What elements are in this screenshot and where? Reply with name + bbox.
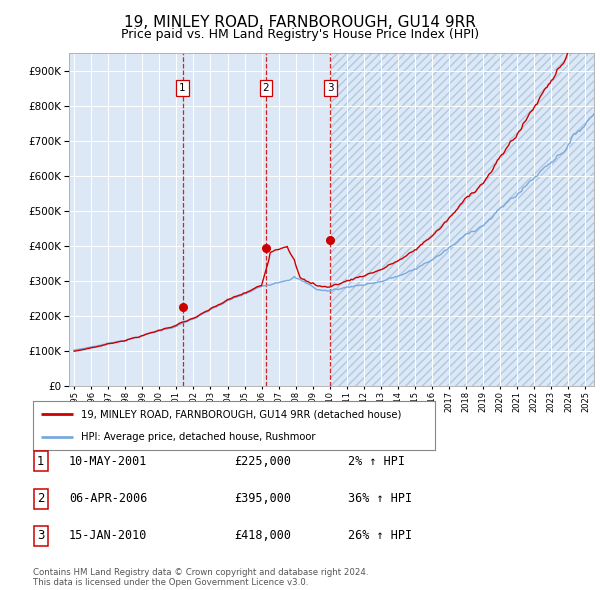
Text: 3: 3 xyxy=(37,529,44,542)
Text: Contains HM Land Registry data © Crown copyright and database right 2024.
This d: Contains HM Land Registry data © Crown c… xyxy=(33,568,368,587)
Text: 06-APR-2006: 06-APR-2006 xyxy=(69,492,148,505)
Text: 36% ↑ HPI: 36% ↑ HPI xyxy=(348,492,412,505)
Text: 1: 1 xyxy=(37,455,44,468)
Text: 19, MINLEY ROAD, FARNBOROUGH, GU14 9RR: 19, MINLEY ROAD, FARNBOROUGH, GU14 9RR xyxy=(124,15,476,30)
Text: 2: 2 xyxy=(263,83,269,93)
Text: HPI: Average price, detached house, Rushmoor: HPI: Average price, detached house, Rush… xyxy=(81,431,316,441)
Text: 3: 3 xyxy=(327,83,334,93)
Text: £418,000: £418,000 xyxy=(234,529,291,542)
Text: 15-JAN-2010: 15-JAN-2010 xyxy=(69,529,148,542)
Text: 26% ↑ HPI: 26% ↑ HPI xyxy=(348,529,412,542)
Text: 2: 2 xyxy=(37,492,44,505)
Text: £395,000: £395,000 xyxy=(234,492,291,505)
Text: 1: 1 xyxy=(179,83,186,93)
Text: Price paid vs. HM Land Registry's House Price Index (HPI): Price paid vs. HM Land Registry's House … xyxy=(121,28,479,41)
Text: 2% ↑ HPI: 2% ↑ HPI xyxy=(348,455,405,468)
Text: 10-MAY-2001: 10-MAY-2001 xyxy=(69,455,148,468)
Text: 19, MINLEY ROAD, FARNBOROUGH, GU14 9RR (detached house): 19, MINLEY ROAD, FARNBOROUGH, GU14 9RR (… xyxy=(81,409,401,419)
Text: £225,000: £225,000 xyxy=(234,455,291,468)
